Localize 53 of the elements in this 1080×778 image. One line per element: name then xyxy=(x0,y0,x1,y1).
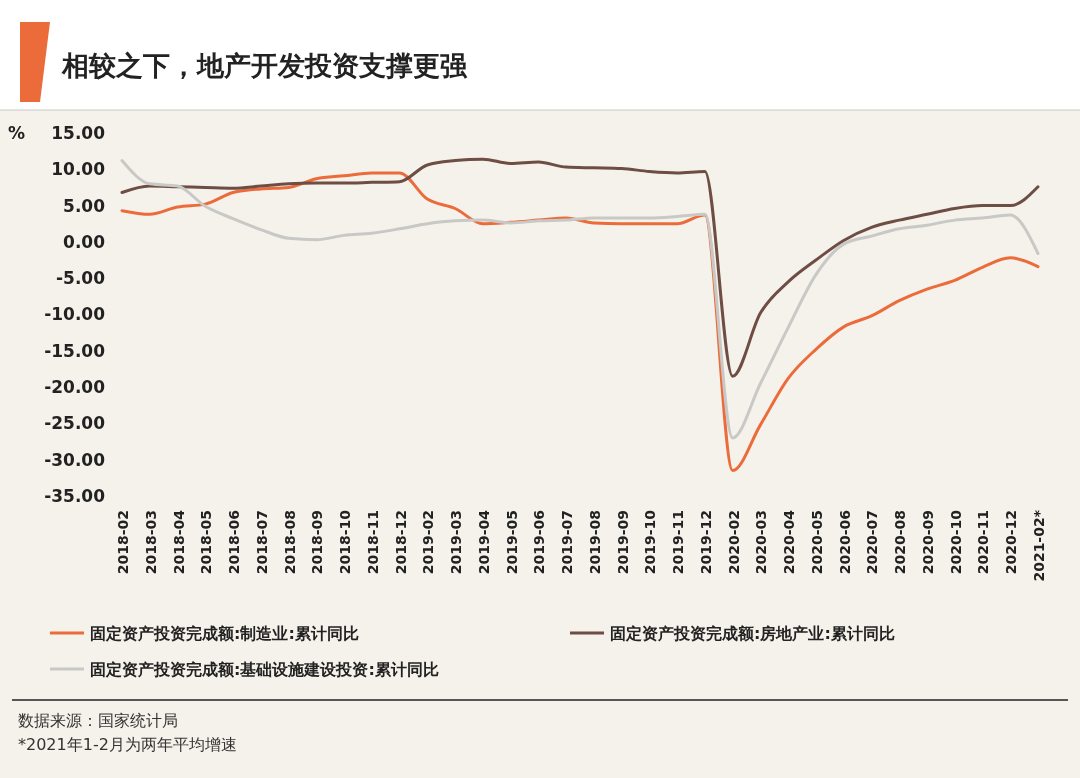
y-tick-label: -35.00 xyxy=(44,485,106,506)
x-tick-label: 2018-12 xyxy=(392,510,409,575)
x-tick-label: 2020-05 xyxy=(808,510,825,575)
x-tick-label: 2018-02 xyxy=(115,510,131,575)
y-tick-label: -15.00 xyxy=(44,340,106,361)
legend-label: 固定资产投资完成额:房地产业:累计同比 xyxy=(610,623,895,643)
x-tick-label: 2021-02* xyxy=(1031,509,1047,582)
y-tick-label: 5.00 xyxy=(63,195,106,216)
x-tick-label: 2018-10 xyxy=(337,509,354,575)
y-tick-label: -10.00 xyxy=(44,304,106,325)
legend-label: 固定资产投资完成额:基础设施建设投资:累计同比 xyxy=(90,659,439,679)
x-tick-label: 2019-09 xyxy=(614,510,631,575)
x-tick-label: 2020-03 xyxy=(753,510,770,575)
x-tick-label: 2019-03 xyxy=(448,510,465,575)
x-tick-label: 2019-06 xyxy=(531,510,548,575)
source-note: 数据来源：国家统计局 xyxy=(18,711,178,730)
x-tick-label: 2020-11 xyxy=(975,510,992,575)
x-tick-label: 2018-11 xyxy=(364,510,381,575)
x-tick-label: 2020-06 xyxy=(836,510,853,575)
legend-label: 固定资产投资完成额:制造业:累计同比 xyxy=(90,623,359,643)
y-tick-label: -20.00 xyxy=(44,377,106,398)
x-tick-label: 2019-12 xyxy=(697,510,714,575)
x-tick-label: 2020-10 xyxy=(947,509,964,575)
text: *2021年1-2月为两年平均增速 xyxy=(18,735,237,754)
x-tick-label: 2019-11 xyxy=(670,510,687,575)
x-tick-label: 2018-03 xyxy=(142,510,159,575)
x-tick-label: 2019-10 xyxy=(642,509,659,575)
x-tick-label: 2018-09 xyxy=(309,510,326,575)
x-tick-label: 2020-04 xyxy=(781,509,798,575)
x-tick-label: 2018-04 xyxy=(170,509,187,575)
x-tick-label: 2019-02 xyxy=(420,510,437,575)
y-tick-label: 0.00 xyxy=(63,231,106,252)
x-tick-label: 2020-12 xyxy=(1003,510,1020,575)
chart-title: 相较之下，地产开发投资支撑更强 xyxy=(61,50,468,81)
y-axis-title: % xyxy=(8,123,26,143)
x-tick-label: 2019-05 xyxy=(503,510,520,575)
x-tick-label: 2018-06 xyxy=(226,510,243,575)
y-tick-label: 15.00 xyxy=(51,122,106,143)
x-tick-label: 2020-09 xyxy=(919,510,936,575)
line-series xyxy=(120,157,1040,378)
y-tick-label: -30.00 xyxy=(44,449,106,470)
x-tick-label: 2019-04 xyxy=(475,509,492,575)
y-tick-label: -5.00 xyxy=(56,268,106,289)
y-tick-label: 10.00 xyxy=(51,159,106,180)
x-tick-label: 2018-05 xyxy=(198,510,215,575)
y-tick-label: -25.00 xyxy=(44,413,106,434)
x-tick-label: 2019-07 xyxy=(559,510,576,575)
x-tick-label: 2019-08 xyxy=(586,510,603,575)
x-tick-label: 2018-07 xyxy=(253,510,270,575)
x-tick-label: 2020-07 xyxy=(864,510,881,575)
x-tick-label: 2018-08 xyxy=(281,510,298,575)
x-tick-label: 2020-08 xyxy=(892,510,909,575)
x-tick-label: 2020-02 xyxy=(725,510,742,575)
